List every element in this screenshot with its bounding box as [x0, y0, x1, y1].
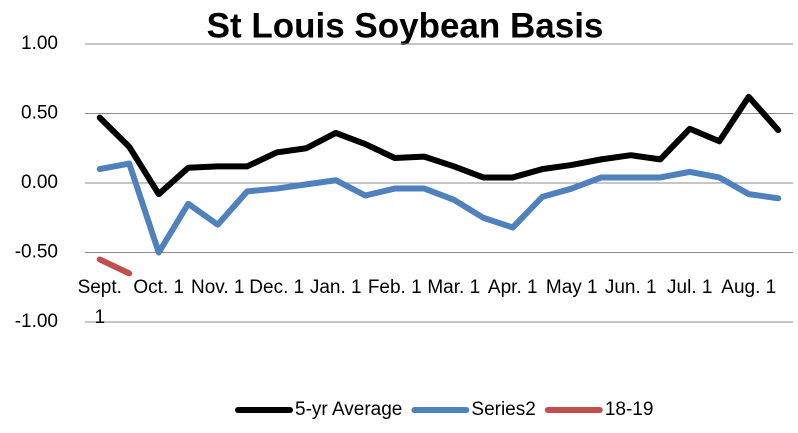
- y-tick-label: 0.00: [21, 172, 58, 193]
- chart-title: St Louis Soybean Basis: [207, 6, 604, 45]
- x-tick-label: Jul. 1: [667, 277, 713, 298]
- x-tick-label: Sept. 1: [77, 277, 122, 328]
- y-tick-label: -1.00: [15, 311, 58, 332]
- x-tick-label: Nov. 1: [190, 277, 245, 298]
- series-line: [96, 256, 133, 277]
- series-line: [96, 160, 782, 256]
- x-tick-label: Aug. 1: [721, 277, 777, 298]
- y-tick-label: 0.50: [21, 103, 58, 124]
- x-tick-label: Mar. 1: [427, 277, 481, 298]
- x-tick-label: Oct. 1: [133, 277, 185, 298]
- x-tick-label: Jun. 1: [604, 277, 657, 298]
- x-tick-label: May 1: [545, 277, 598, 298]
- y-tick-label: 1.00: [21, 33, 58, 54]
- series-line: [96, 93, 782, 198]
- x-tick-label: Feb. 1: [367, 277, 422, 298]
- x-tick-label: Jan. 1: [309, 277, 362, 298]
- legend-label: 5-yr Average: [295, 399, 402, 420]
- legend-label: Series2: [471, 399, 535, 420]
- x-tick-label: Apr. 1: [487, 277, 538, 298]
- y-tick-label: -0.50: [15, 242, 58, 263]
- legend-label: 18-19: [605, 399, 654, 420]
- x-tick-label: Dec. 1: [249, 277, 305, 298]
